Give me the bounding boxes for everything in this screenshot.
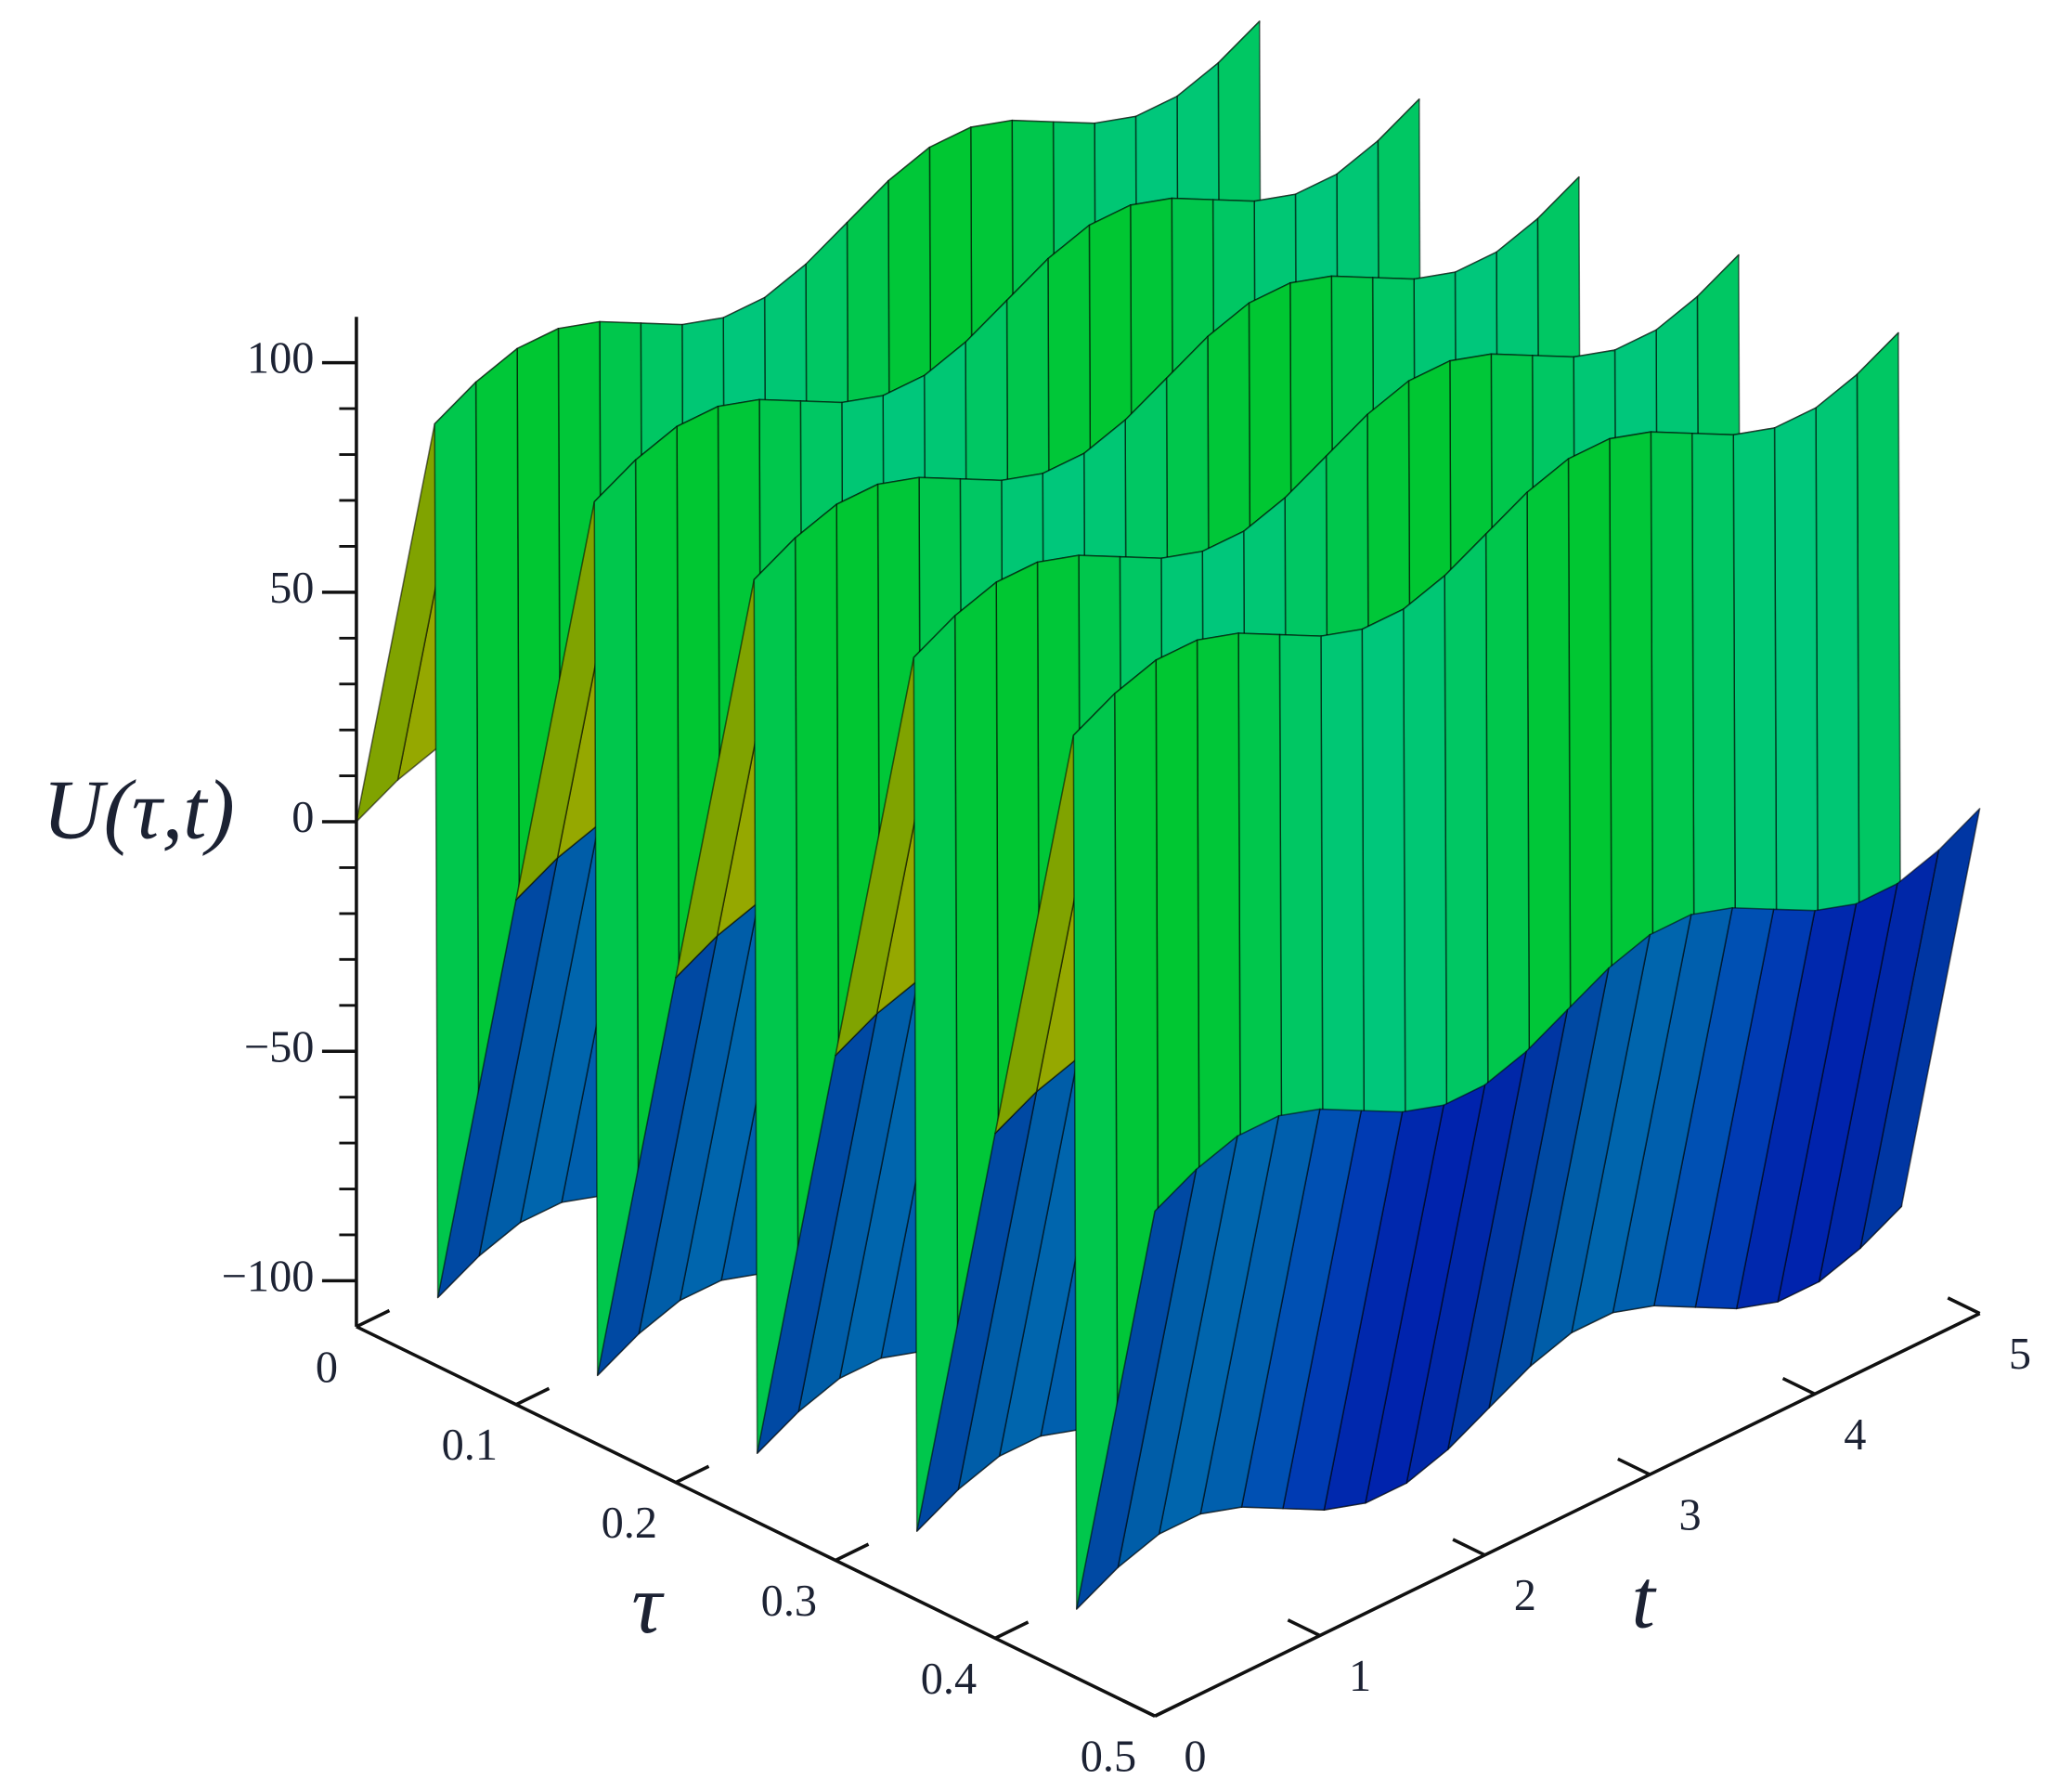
x-tick-label: 0 (316, 1343, 338, 1392)
surface-cell (1075, 1168, 1198, 1610)
z-tick-label: 100 (247, 334, 315, 383)
x-tick-label: 0.4 (921, 1655, 977, 1704)
y-tick-label: 5 (2009, 1330, 2031, 1379)
x-tick (1154, 1698, 1189, 1718)
y-tick (1452, 1538, 1486, 1557)
y-tick (1121, 1698, 1156, 1718)
y-tick-label: 0 (1184, 1733, 1206, 1782)
x-axis (356, 1325, 1156, 1718)
x-tick (675, 1464, 710, 1485)
y-tick (1781, 1376, 1816, 1396)
z-tick-label: 50 (269, 564, 314, 613)
x-tick-label: 0.2 (602, 1499, 657, 1548)
y-axis (1154, 1312, 1981, 1718)
x-tick-label: 0.1 (442, 1421, 498, 1470)
x-axis-label: τ (631, 1557, 665, 1651)
x-tick (835, 1542, 870, 1563)
x-tick-label: 0.5 (1081, 1733, 1136, 1782)
y-tick-label: 1 (1349, 1652, 1371, 1701)
y-tick (1617, 1457, 1651, 1476)
y-tick (1287, 1618, 1321, 1638)
x-tick (515, 1386, 550, 1407)
y-axis-label: t (1631, 1552, 1657, 1646)
y-tick-label: 3 (1678, 1491, 1701, 1540)
y-tick (1947, 1296, 1981, 1316)
x-tick-label: 0.3 (761, 1577, 817, 1626)
surface (356, 20, 1981, 1610)
z-tick-label: −100 (222, 1252, 315, 1301)
y-tick-label: 4 (1844, 1410, 1866, 1460)
x-tick (356, 1308, 391, 1329)
axes: −100 −50 0 50 100 0 0.1 0.2 0.3 0.4 0.5 0 1 2 3 4 5 (222, 317, 2031, 1782)
z-axis-label: U(τ,t) (43, 762, 235, 856)
x-tick (994, 1620, 1030, 1640)
y-tick-label: 2 (1514, 1571, 1536, 1620)
z-tick-label: 0 (291, 793, 314, 842)
z-tick-label: −50 (244, 1022, 315, 1071)
